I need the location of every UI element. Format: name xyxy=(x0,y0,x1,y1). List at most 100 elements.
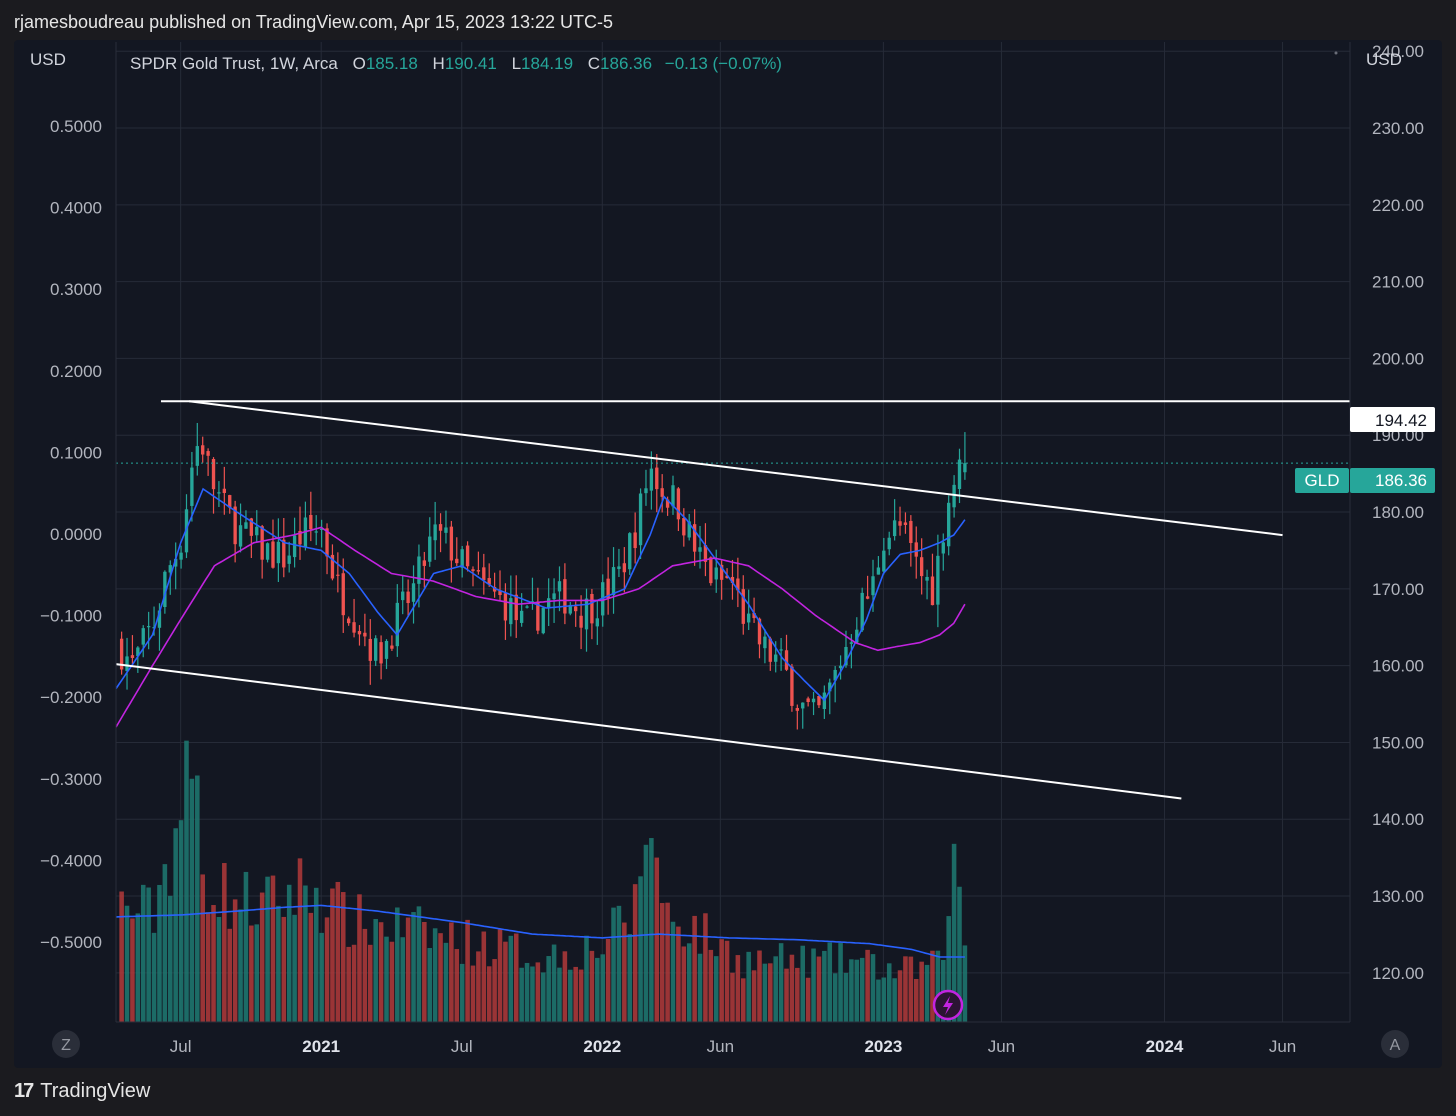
candle-body xyxy=(352,622,356,633)
candle-body xyxy=(319,528,324,530)
volume-bar xyxy=(784,968,789,1022)
candle-body xyxy=(428,536,432,562)
volume-bar xyxy=(935,950,941,1022)
candle-body xyxy=(590,593,594,624)
candle-body xyxy=(936,555,940,605)
candle-body xyxy=(952,484,956,508)
volume-bar xyxy=(535,962,541,1022)
publication-attribution: rjamesboudreau published on TradingView.… xyxy=(14,12,614,32)
trendline-upper-channel[interactable] xyxy=(188,400,1283,537)
candle-body xyxy=(622,563,627,573)
volume-bar xyxy=(686,943,692,1022)
candle-body xyxy=(455,558,459,564)
right-axis-tick-label: 220.00 xyxy=(1372,196,1424,215)
candle-body xyxy=(606,578,610,599)
lightning-icon[interactable] xyxy=(932,989,964,1021)
volume-bar xyxy=(789,954,795,1022)
volume-bar xyxy=(308,912,314,1022)
candle-body xyxy=(406,591,410,604)
candle-body xyxy=(536,601,540,631)
volume-bar xyxy=(584,935,589,1022)
candle-body xyxy=(736,578,740,591)
candle-body xyxy=(384,640,389,659)
x-axis-tick-label: Jul xyxy=(170,1037,192,1056)
legend-low-label: L xyxy=(512,54,521,73)
volume-bar xyxy=(492,959,497,1022)
candle-body xyxy=(887,537,891,550)
volume-bar xyxy=(362,928,368,1022)
legend-change: −0.13 (−0.07%) xyxy=(665,54,782,73)
volume-bar xyxy=(135,913,141,1022)
volume-bar xyxy=(600,954,605,1022)
candle-body xyxy=(838,665,843,669)
trendlines[interactable] xyxy=(115,400,1350,800)
left-axis-tick-label: 0.5000 xyxy=(50,117,102,136)
trendline-lower-channel[interactable] xyxy=(115,663,1182,800)
volume-bar xyxy=(946,916,951,1022)
tradingview-logo-icon: 17 xyxy=(14,1079,34,1102)
publication-header: rjamesboudreau published on TradingView.… xyxy=(0,0,1456,42)
auto-scale-button[interactable]: A xyxy=(1381,1030,1409,1058)
volume-bar xyxy=(216,917,222,1022)
volume-bar xyxy=(816,956,822,1022)
candle-body xyxy=(898,521,902,526)
volume-bar xyxy=(335,881,341,1022)
volume-bar xyxy=(195,775,200,1022)
footer-brand-name: TradingView xyxy=(40,1079,151,1102)
candle-body xyxy=(282,539,286,568)
candle-body xyxy=(201,445,205,455)
candle-body xyxy=(233,506,237,545)
volume-bar xyxy=(676,926,681,1022)
candle-body xyxy=(298,531,302,545)
volume-bar xyxy=(876,979,881,1022)
left-axis-tick-label: 0.1000 xyxy=(50,443,102,462)
candle-body xyxy=(487,578,491,585)
volume-bar xyxy=(476,951,481,1022)
candle-body xyxy=(714,567,718,580)
legend-close-value: 186.36 xyxy=(600,54,652,73)
left-axis-tick-label: 0.0000 xyxy=(50,525,102,544)
candle-body xyxy=(703,545,708,562)
volume-bar xyxy=(573,966,578,1022)
candle-body xyxy=(433,524,437,541)
candle-body xyxy=(130,655,135,658)
volume-bar xyxy=(411,912,416,1022)
volume-bar xyxy=(389,941,395,1022)
volume-bar xyxy=(638,876,643,1022)
volume-bar xyxy=(416,906,422,1022)
volume-bar xyxy=(800,945,806,1022)
candle-body xyxy=(363,632,367,637)
volume-bar xyxy=(735,955,741,1022)
candle-body xyxy=(568,604,572,614)
volume-bar xyxy=(513,933,519,1022)
right-axis-tick-label: 160.00 xyxy=(1372,657,1424,676)
volume-bar xyxy=(454,949,460,1022)
volume-bar xyxy=(465,919,470,1022)
last-price-badge: GLD 186.36 xyxy=(1295,468,1435,493)
candle-body xyxy=(471,569,475,571)
candle-body xyxy=(546,598,551,609)
chart-frame xyxy=(14,40,1442,1068)
x-axis-tick-label: Jun xyxy=(707,1037,734,1056)
candle-body xyxy=(671,485,675,507)
volume-bar xyxy=(449,922,454,1022)
left-scale-button[interactable]: Z xyxy=(52,1030,80,1058)
candle-body xyxy=(498,590,502,596)
right-axis-tick-label: 120.00 xyxy=(1372,964,1424,983)
candle-body xyxy=(725,575,729,579)
indicator-line-ma-fast xyxy=(115,487,966,702)
candle-body xyxy=(357,631,362,635)
candle-body xyxy=(503,593,508,621)
volume-bar xyxy=(611,907,616,1022)
candle-body xyxy=(768,638,772,662)
resistance-price-badge: 194.42 xyxy=(1350,407,1435,432)
candle-body xyxy=(763,636,767,649)
volume-bar xyxy=(486,966,492,1022)
candle-body xyxy=(801,702,805,709)
candle-body xyxy=(125,656,129,672)
volume-bar xyxy=(357,894,362,1022)
right-axis-tick-label: 130.00 xyxy=(1372,887,1424,906)
volume-bar xyxy=(908,956,914,1022)
candle-body xyxy=(244,522,248,529)
